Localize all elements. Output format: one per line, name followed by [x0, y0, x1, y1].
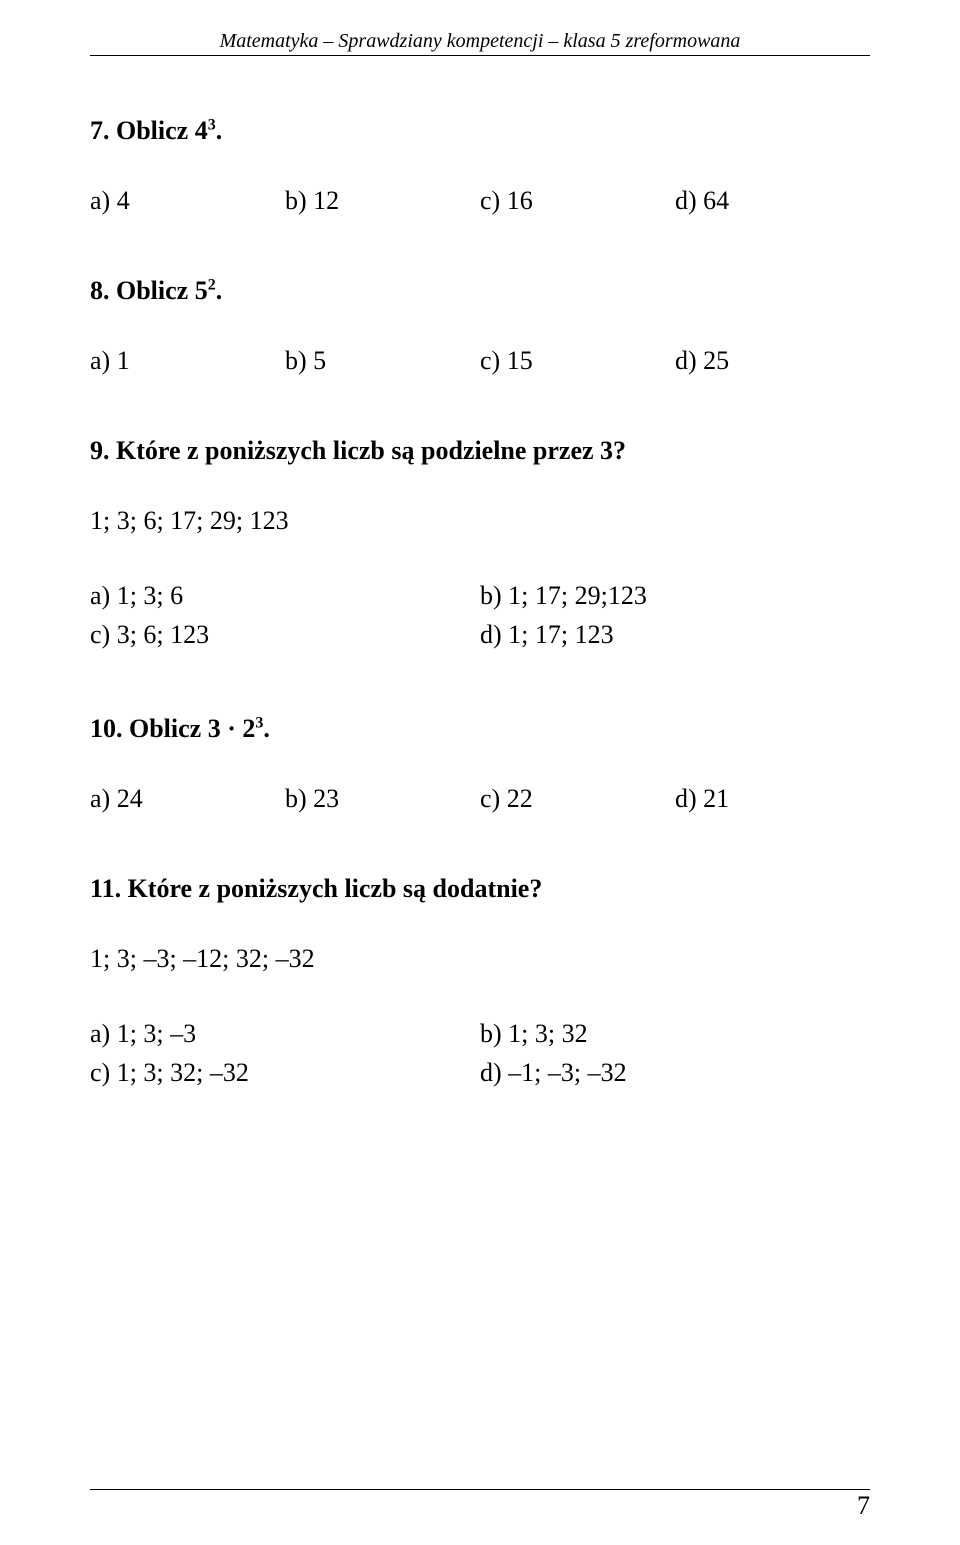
question-9-data: 1; 3; 6; 17; 29; 123 [90, 506, 870, 536]
option-11c: c) 1; 3; 32; –32 [90, 1053, 480, 1092]
question-7-dot: . [216, 116, 223, 145]
question-9-options: a) 1; 3; 6 c) 3; 6; 123 b) 1; 17; 29;123… [90, 576, 870, 654]
option-8d: d) 25 [675, 346, 870, 376]
option-11d: d) –1; –3; –32 [480, 1053, 870, 1092]
question-8-label: 8. Oblicz 5 [90, 276, 208, 305]
option-11a: a) 1; 3; –3 [90, 1014, 480, 1053]
question-11-right: b) 1; 3; 32 d) –1; –3; –32 [480, 1014, 870, 1092]
option-11b: b) 1; 3; 32 [480, 1014, 870, 1053]
option-9b: b) 1; 17; 29;123 [480, 576, 870, 615]
page-number: 7 [857, 1491, 870, 1521]
question-11: 11. Które z poniższych liczb są dodatnie… [90, 874, 870, 1092]
option-8b: b) 5 [285, 346, 480, 376]
question-10-text: 10. Oblicz 3 · 23. [90, 714, 870, 744]
option-7d: d) 64 [675, 186, 870, 216]
question-7-text: 7. Oblicz 43. [90, 116, 870, 146]
option-9c: c) 3; 6; 123 [90, 615, 480, 654]
option-7b: b) 12 [285, 186, 480, 216]
option-9d: d) 1; 17; 123 [480, 615, 870, 654]
question-11-data: 1; 3; –3; –12; 32; –32 [90, 944, 870, 974]
option-10d: d) 21 [675, 784, 870, 814]
option-10b: b) 23 [285, 784, 480, 814]
question-9-left: a) 1; 3; 6 c) 3; 6; 123 [90, 576, 480, 654]
question-8: 8. Oblicz 52. a) 1 b) 5 c) 15 d) 25 [90, 276, 870, 376]
question-9-right: b) 1; 17; 29;123 d) 1; 17; 123 [480, 576, 870, 654]
question-7: 7. Oblicz 43. a) 4 b) 12 c) 16 d) 64 [90, 116, 870, 216]
option-9a: a) 1; 3; 6 [90, 576, 480, 615]
question-9: 9. Które z poniższych liczb są podzielne… [90, 436, 870, 654]
question-11-text: 11. Które z poniższych liczb są dodatnie… [90, 874, 870, 904]
option-8a: a) 1 [90, 346, 285, 376]
question-8-dot: . [216, 276, 223, 305]
option-10c: c) 22 [480, 784, 675, 814]
question-10-label: 10. Oblicz 3 · 2 [90, 714, 255, 743]
question-10-options: a) 24 b) 23 c) 22 d) 21 [90, 784, 870, 814]
question-11-options: a) 1; 3; –3 c) 1; 3; 32; –32 b) 1; 3; 32… [90, 1014, 870, 1092]
option-8c: c) 15 [480, 346, 675, 376]
question-10-dot: . [263, 714, 270, 743]
question-8-text: 8. Oblicz 52. [90, 276, 870, 306]
question-7-label: 7. Oblicz 4 [90, 116, 208, 145]
footer-divider [90, 1489, 870, 1490]
page-header: Matematyka – Sprawdziany kompetencji – k… [90, 30, 870, 56]
option-7c: c) 16 [480, 186, 675, 216]
question-8-exp: 2 [208, 276, 216, 293]
question-7-options: a) 4 b) 12 c) 16 d) 64 [90, 186, 870, 216]
question-10: 10. Oblicz 3 · 23. a) 24 b) 23 c) 22 d) … [90, 714, 870, 814]
question-9-text: 9. Które z poniższych liczb są podzielne… [90, 436, 870, 466]
question-7-exp: 3 [208, 116, 216, 133]
question-8-options: a) 1 b) 5 c) 15 d) 25 [90, 346, 870, 376]
question-11-left: a) 1; 3; –3 c) 1; 3; 32; –32 [90, 1014, 480, 1092]
option-7a: a) 4 [90, 186, 285, 216]
option-10a: a) 24 [90, 784, 285, 814]
